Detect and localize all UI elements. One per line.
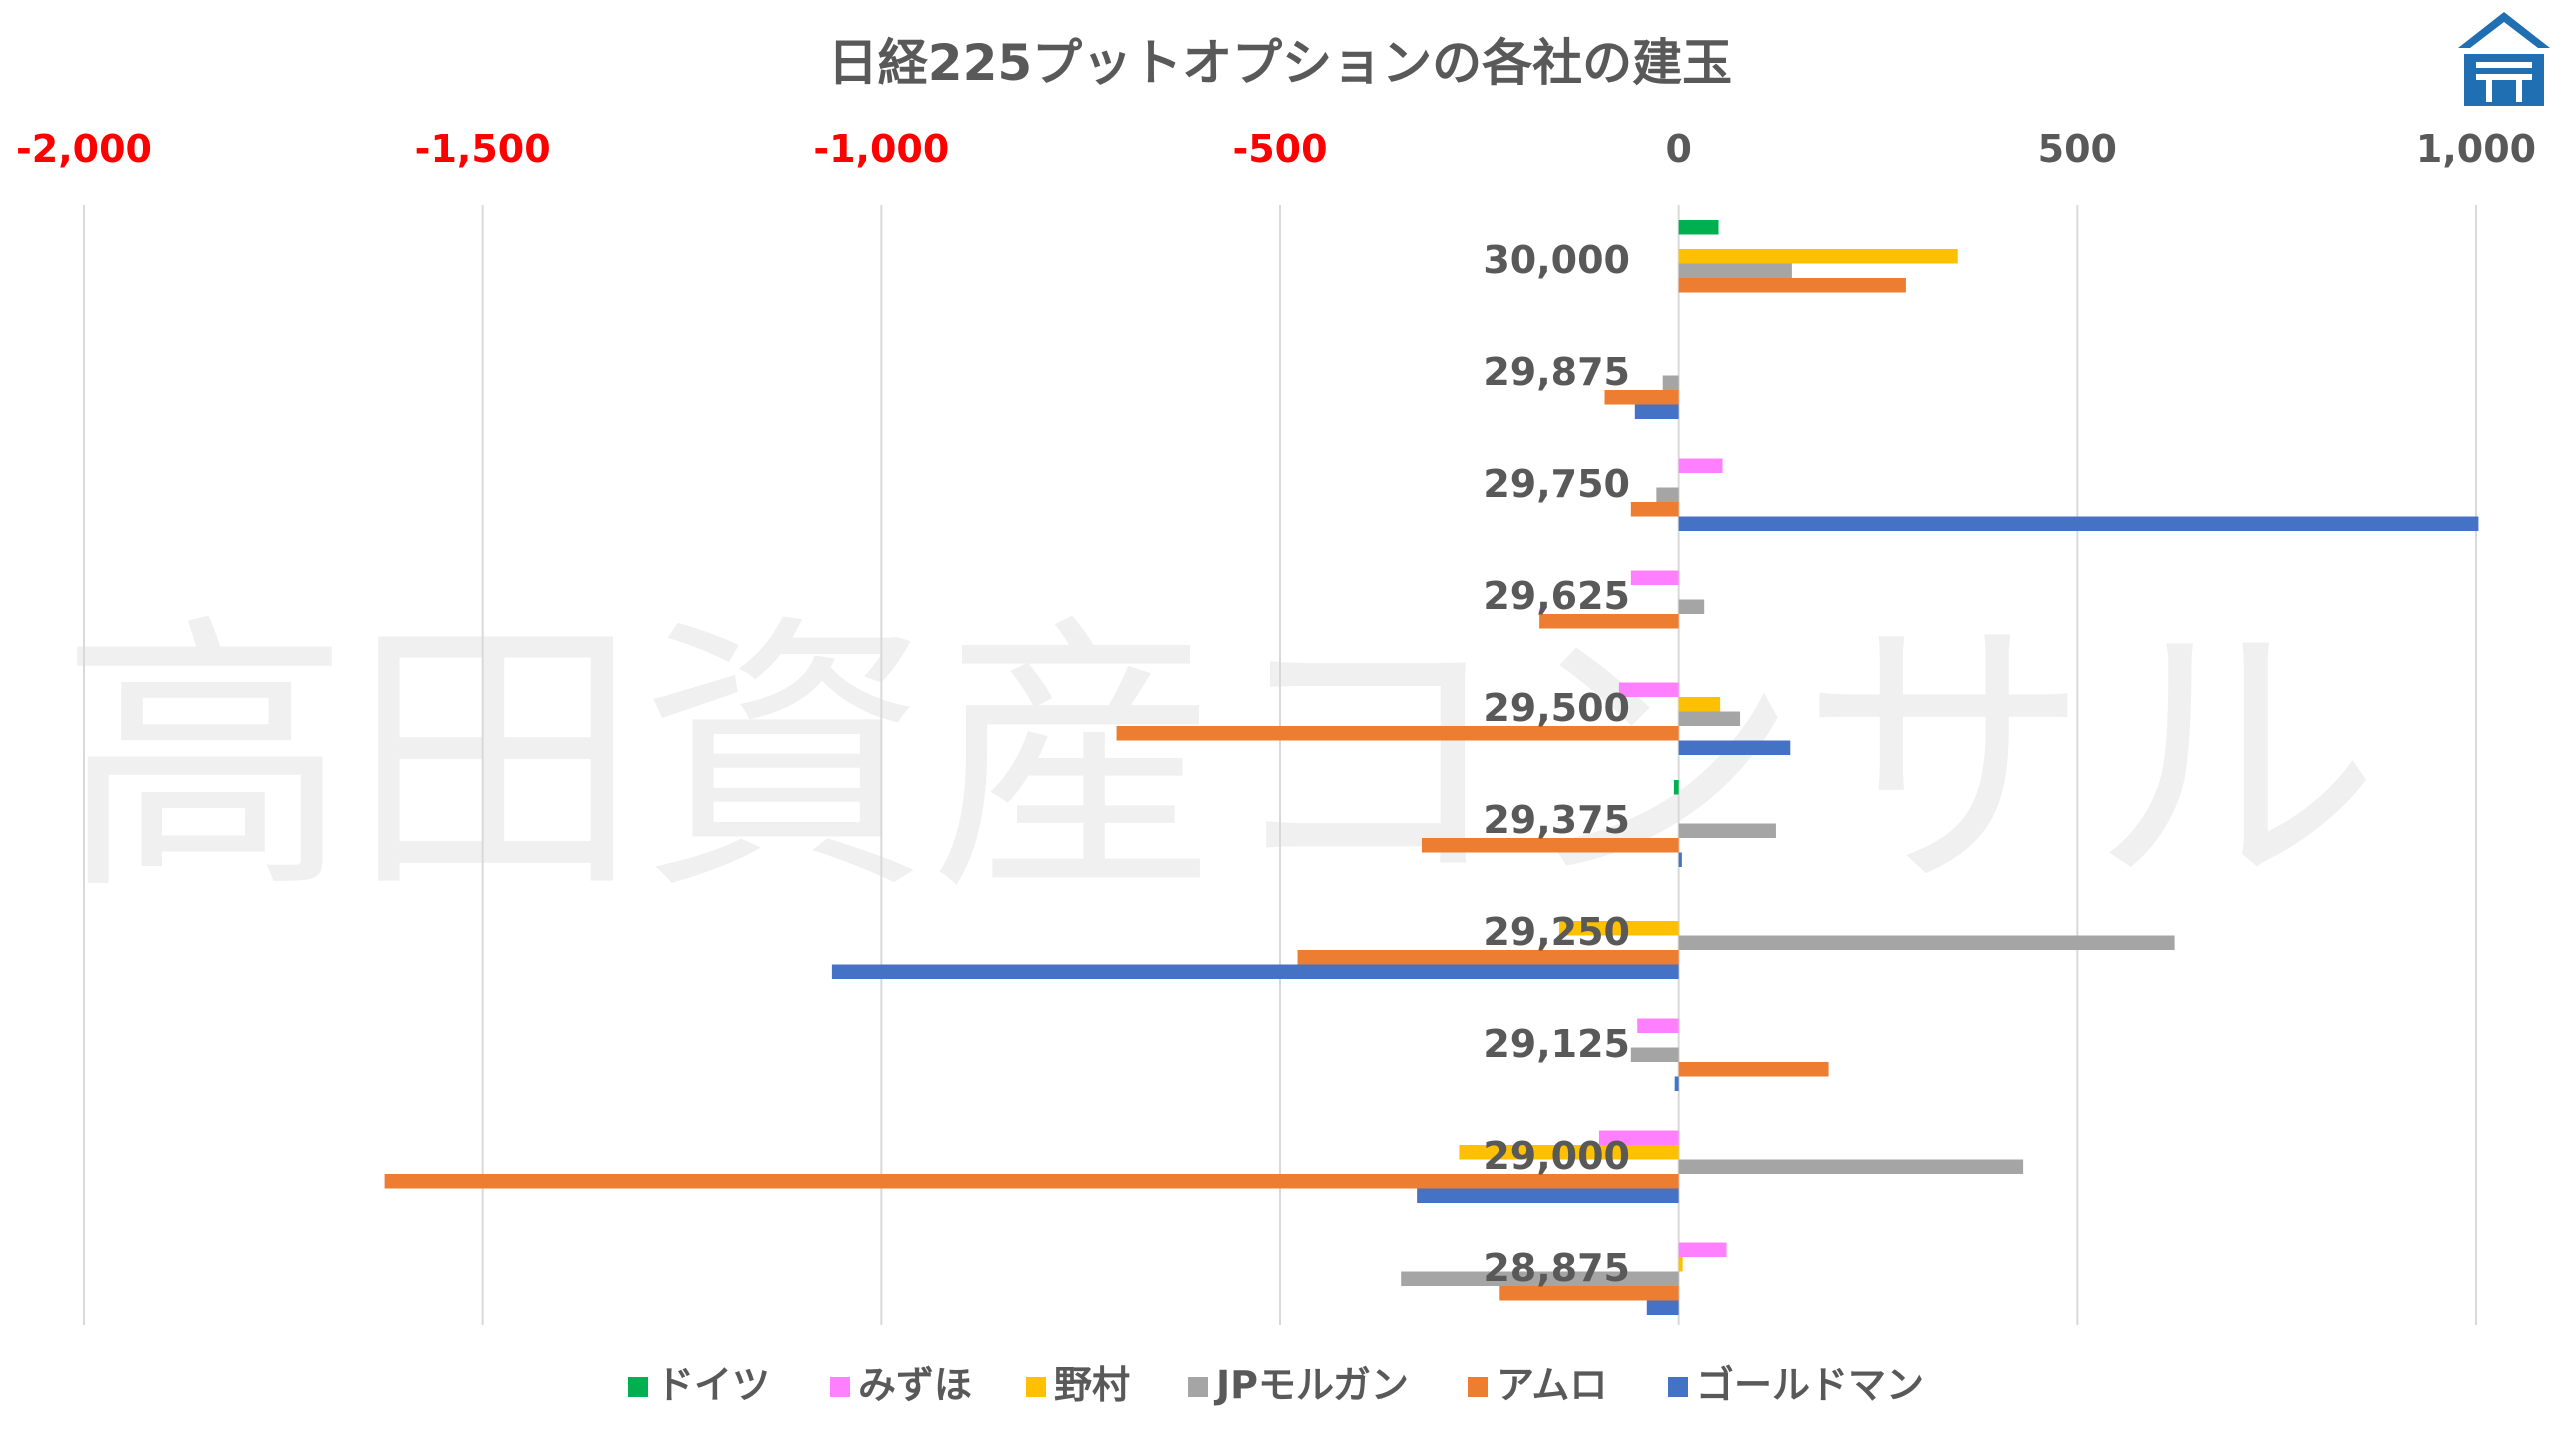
category-label: 29,000	[1483, 1134, 1630, 1178]
bar	[1678, 1159, 2024, 1174]
legend-label: ゴールドマン	[1696, 1363, 1924, 1407]
bar	[384, 1174, 1679, 1189]
bar	[1630, 1047, 1679, 1062]
bar	[1539, 614, 1679, 629]
x-tick-label: 500	[2038, 127, 2117, 171]
legend-swatch	[1188, 1377, 1208, 1397]
legend-label: JPモルガン	[1213, 1363, 1409, 1407]
bar	[1678, 278, 1906, 293]
legend-label: みずほ	[858, 1363, 972, 1407]
bar	[1417, 1188, 1679, 1203]
bar	[1604, 390, 1679, 405]
logo-roof-icon	[2458, 12, 2550, 48]
bar	[1678, 599, 1705, 614]
legend-swatch	[1026, 1377, 1046, 1397]
bar	[1116, 726, 1679, 741]
bar	[1499, 1286, 1679, 1301]
bars	[384, 220, 2479, 1315]
category-labels: 30,000 29,875 29,750 29,625 29,500 29,375 29,2…	[1483, 238, 1630, 1290]
bar	[1678, 263, 1792, 278]
x-tick-label: -2,000	[16, 127, 152, 171]
legend-swatch	[1668, 1377, 1688, 1397]
bar	[1646, 1300, 1679, 1315]
company-logo	[2458, 12, 2550, 106]
category-label: 29,500	[1483, 686, 1630, 730]
bar	[1673, 780, 1679, 795]
bar	[1678, 935, 2175, 950]
category-label: 29,625	[1483, 574, 1630, 618]
bar	[1678, 852, 1682, 867]
legend-swatch	[1468, 1377, 1488, 1397]
bar	[1630, 570, 1679, 585]
bar	[1678, 249, 1958, 264]
logo-col-right	[2516, 80, 2522, 102]
logo-col-left	[2486, 80, 2492, 102]
bar	[1598, 1130, 1679, 1145]
bar	[1559, 921, 1679, 936]
bar	[1678, 823, 1776, 838]
category-label: 29,250	[1483, 910, 1630, 954]
legend-swatch	[628, 1377, 648, 1397]
bar	[831, 964, 1679, 979]
bar	[1678, 740, 1791, 755]
bar	[1618, 682, 1679, 697]
legend-label: ドイツ	[656, 1363, 770, 1407]
bar	[1656, 487, 1679, 502]
bar	[1421, 838, 1679, 853]
x-tick-label: -500	[1232, 127, 1327, 171]
bar	[1678, 1257, 1683, 1272]
bar	[1678, 458, 1723, 473]
x-tick-label: -1,000	[813, 127, 949, 171]
category-label: 29,750	[1483, 462, 1630, 506]
bar	[1678, 697, 1721, 712]
legend-swatch	[830, 1377, 850, 1397]
legend: ドイツ みずほ 野村 JPモルガン アムロ ゴールドマン	[628, 1363, 1924, 1407]
bar	[1634, 404, 1679, 419]
bar	[1662, 375, 1679, 390]
bar	[1401, 1271, 1679, 1286]
x-tick-label: 0	[1665, 127, 1691, 171]
bar	[1678, 1062, 1829, 1077]
bar	[1678, 220, 1719, 235]
x-tick-label: -1,500	[415, 127, 551, 171]
chart-title: 日経225プットオプションの各社の建玉	[828, 34, 1732, 92]
watermark: 高田資産コンサル	[60, 592, 2380, 929]
bar	[1678, 1242, 1727, 1257]
category-label: 29,875	[1483, 350, 1630, 394]
legend-label: アムロ	[1496, 1363, 1607, 1407]
category-label: 28,875	[1483, 1246, 1630, 1290]
category-label: 29,375	[1483, 798, 1630, 842]
logo-bar-top	[2476, 62, 2532, 68]
legend-label: 野村	[1054, 1363, 1130, 1407]
bar	[1630, 502, 1679, 517]
x-tick-label: 1,000	[2416, 127, 2536, 171]
bar	[1674, 1076, 1679, 1091]
bar	[1459, 1145, 1679, 1160]
category-label: 29,125	[1483, 1022, 1630, 1066]
bar	[1678, 711, 1741, 726]
logo-bar-mid	[2476, 74, 2532, 80]
category-label: 30,000	[1483, 238, 1630, 282]
bar	[1637, 1018, 1679, 1033]
bar	[1297, 950, 1679, 965]
x-axis-ticks: -2,000 -1,500 -1,000 -500 0 500 1,000	[16, 127, 2536, 171]
bar	[1678, 516, 2479, 531]
